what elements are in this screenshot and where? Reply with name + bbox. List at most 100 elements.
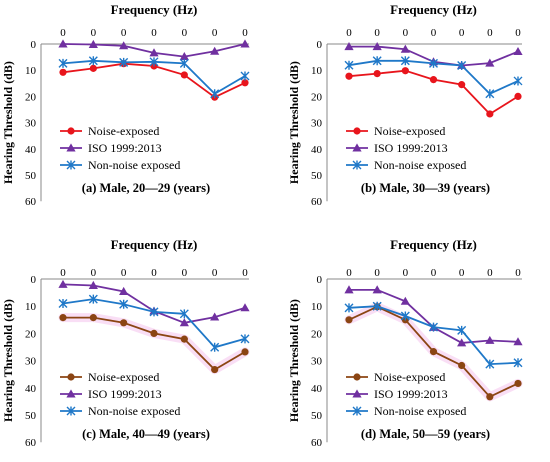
y-axis-title: Hearing Threshold (dB) <box>1 299 15 422</box>
x-tick-label: 0 <box>346 267 352 279</box>
chart-panel-d: Frequency (Hz) 0 0 0 0 0 0 0 0 10 20 30 40 50 60 Hearin… <box>287 237 523 449</box>
legend-label: Non-noise exposed <box>374 404 466 418</box>
y-tick-label: 50 <box>25 410 37 422</box>
data-point <box>400 311 410 321</box>
legend-label: Noise-exposed <box>374 124 445 138</box>
y-tick-label: 50 <box>311 410 323 422</box>
data-point <box>66 160 76 170</box>
data-point <box>240 334 250 344</box>
data-point <box>486 393 494 401</box>
x-tick-label: 0 <box>91 267 97 279</box>
data-point <box>88 294 98 304</box>
data-point <box>210 46 220 55</box>
data-point <box>458 361 466 370</box>
legend-label: ISO 1999:2013 <box>88 387 162 401</box>
y-tick-label: 30 <box>25 356 37 368</box>
data-point <box>89 64 97 72</box>
data-point <box>513 46 523 56</box>
panel-caption: (c) Male, 40—49 (years) <box>82 427 210 441</box>
x-tick-label: 0 <box>346 27 352 39</box>
data-point <box>66 143 76 152</box>
data-point <box>240 39 250 48</box>
data-point <box>180 335 188 343</box>
x-tick-label: 0 <box>459 27 465 39</box>
data-point <box>485 335 495 344</box>
y-tick-label: 10 <box>311 65 323 77</box>
data-point <box>89 314 97 322</box>
chart-panel-b: Frequency (Hz) 0 0 0 0 0 0 0 0 10 20 30 40 50 60 Hearin… <box>287 2 523 208</box>
data-point <box>149 57 159 67</box>
data-point <box>429 58 438 68</box>
data-point <box>88 56 98 66</box>
x-tick-label: 0 <box>487 27 493 39</box>
data-point <box>179 318 189 327</box>
data-point <box>457 338 467 347</box>
data-point <box>149 48 159 57</box>
data-point <box>119 286 129 295</box>
data-point <box>67 127 75 135</box>
x-tick-label: 0 <box>242 267 248 279</box>
data-point <box>149 307 159 317</box>
y-tick-label: 50 <box>311 170 323 182</box>
data-point <box>353 127 361 135</box>
legend-label: Non-noise exposed <box>88 158 180 172</box>
data-point <box>59 68 67 76</box>
data-point <box>353 373 361 381</box>
x-tick-label: 0 <box>403 267 409 279</box>
panel-caption: (b) Male, 30—39 (years) <box>361 181 490 195</box>
data-point <box>344 60 354 70</box>
data-point <box>344 285 354 294</box>
x-tick-label: 0 <box>374 27 380 39</box>
data-point <box>514 379 522 388</box>
x-tick-label: 0 <box>121 267 127 279</box>
data-point <box>352 406 362 416</box>
data-point <box>514 92 522 100</box>
data-point <box>344 303 354 313</box>
series-line <box>62 298 246 349</box>
data-point <box>210 312 220 321</box>
data-point <box>241 348 249 356</box>
data-point <box>344 42 354 51</box>
x-tick-label: 0 <box>212 27 218 39</box>
data-point <box>119 41 129 50</box>
data-point <box>345 316 353 324</box>
x-tick-label: 0 <box>212 267 218 279</box>
data-point <box>457 325 467 335</box>
x-tick-label: 0 <box>182 267 188 279</box>
data-point <box>485 58 495 67</box>
y-tick-label: 10 <box>25 301 37 313</box>
data-point <box>66 389 76 398</box>
data-point <box>400 56 410 66</box>
x-tick-label: 0 <box>182 27 188 39</box>
data-point <box>458 81 466 89</box>
legend-label: ISO 1999:2013 <box>88 141 162 155</box>
data-point <box>211 365 219 374</box>
x-axis-title: Frequency (Hz) <box>111 237 198 252</box>
y-tick-label: 40 <box>311 383 323 395</box>
x-tick-label: 0 <box>487 267 493 279</box>
y-tick-label: 60 <box>311 437 323 449</box>
y-tick-label: 0 <box>317 274 323 286</box>
data-point <box>119 299 129 309</box>
x-tick-label: 0 <box>459 267 465 279</box>
data-point <box>400 296 410 305</box>
x-tick-label: 0 <box>403 27 409 39</box>
panel-caption: (a) Male, 20—29 (years) <box>82 181 210 195</box>
data-point <box>345 72 353 80</box>
data-point <box>120 319 128 327</box>
legend-label: ISO 1999:2013 <box>374 141 448 155</box>
data-point <box>352 160 362 170</box>
y-axis-title: Hearing Threshold (dB) <box>287 299 301 422</box>
y-axis-title: Hearing Threshold (dB) <box>287 61 301 184</box>
data-point <box>58 279 68 288</box>
x-tick-label: 0 <box>151 27 157 39</box>
chart-panel-c: Frequency (Hz) 0 0 0 0 0 0 0 0 10 20 30 40 50 60 Hearin… <box>1 237 250 449</box>
legend-label: Non-noise exposed <box>374 158 466 172</box>
x-tick-label: 0 <box>242 27 248 39</box>
y-tick-label: 20 <box>311 91 323 103</box>
y-tick-label: 40 <box>311 144 323 156</box>
data-point <box>513 76 523 86</box>
data-point <box>150 329 158 337</box>
data-point <box>210 342 220 352</box>
